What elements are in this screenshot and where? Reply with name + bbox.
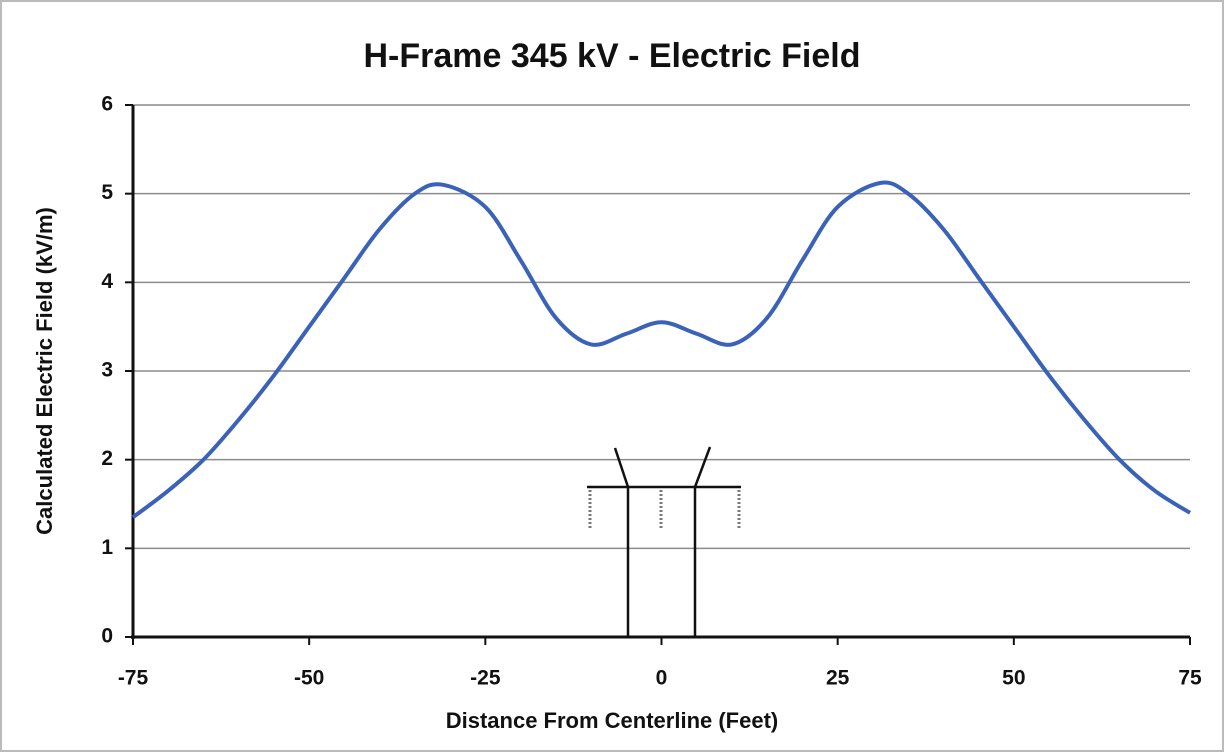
- x-tick-label: -50: [294, 667, 324, 690]
- x-tick-label: 25: [826, 667, 850, 690]
- y-tick-label: 6: [101, 93, 113, 116]
- y-axis-label: Calculated Electric Field (kV/m): [32, 207, 57, 535]
- x-axis-label: Distance From Centerline (Feet): [446, 708, 779, 733]
- x-tick-label: 75: [1178, 667, 1202, 690]
- x-tick-label: -25: [470, 667, 501, 690]
- x-tick-label: 0: [656, 667, 668, 690]
- chart-title: H-Frame 345 kV - Electric Field: [364, 37, 861, 75]
- y-tick-label: 3: [101, 359, 113, 382]
- tower-diagram: [587, 446, 741, 637]
- data-line: [131, 180, 1192, 519]
- y-tick-label: 4: [101, 270, 113, 293]
- y-tick-label: 1: [101, 536, 113, 559]
- y-tick-label: 5: [101, 181, 113, 204]
- y-tick-label: 0: [101, 625, 113, 648]
- x-tick-label: 50: [1002, 667, 1025, 690]
- y-tick-label: 2: [101, 447, 113, 470]
- x-tick-label: -75: [118, 667, 149, 690]
